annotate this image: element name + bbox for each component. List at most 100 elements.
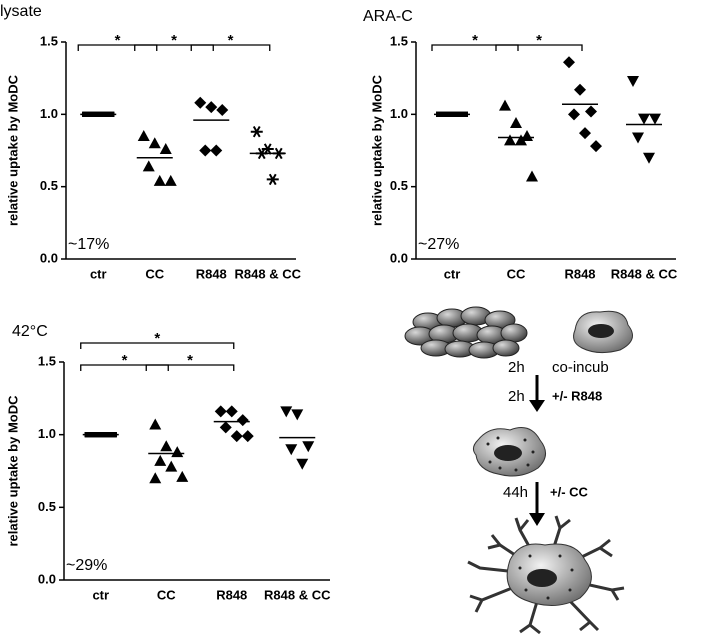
significance-label: * (171, 32, 177, 49)
x-tick-label: R848 & CC (611, 266, 678, 281)
data-point (194, 96, 207, 109)
significance-bracket (134, 44, 214, 51)
data-point (285, 444, 298, 456)
significance-label: * (472, 32, 478, 49)
data-point (568, 108, 580, 121)
x-tick-label: R848 & CC (264, 587, 331, 602)
y-tick-label: 0.0 (390, 250, 408, 265)
data-point (241, 430, 254, 443)
data-point (579, 127, 591, 140)
data-point (160, 440, 173, 452)
x-tick-label: CC (507, 266, 526, 281)
data-point (137, 130, 150, 142)
y-tick-label: 1.0 (390, 106, 408, 121)
significance-label: * (115, 32, 121, 49)
significance-label: * (122, 352, 128, 369)
significance-bracket (80, 364, 169, 371)
data-point (171, 446, 184, 458)
data-point (638, 113, 650, 125)
data-point (216, 103, 229, 116)
data-point (214, 405, 227, 418)
data-point (154, 454, 167, 466)
y-axis-label: relative uptake by MoDC (5, 395, 20, 547)
data-point (199, 144, 212, 157)
annotation: ~17% (68, 236, 109, 253)
data-point (643, 152, 655, 164)
x-tick-label: R848 (564, 266, 595, 281)
x-tick-label: R848 & CC (235, 266, 302, 281)
y-tick-label: 0.5 (390, 178, 408, 193)
significance-bracket (80, 342, 235, 349)
x-tick-label: ctr (90, 266, 107, 281)
y-tick-label: 1.0 (38, 426, 56, 441)
data-point (149, 418, 162, 430)
monocyte (573, 310, 633, 354)
data-point (499, 99, 511, 111)
x-tick-label: CC (145, 266, 164, 281)
data-point (176, 470, 189, 482)
significance-bracket (431, 44, 519, 51)
y-tick-label: 0.0 (40, 250, 58, 265)
annotation: ~29% (66, 557, 107, 574)
workflow-diagram: 2h co-incub 2h +/- R848 44h +/- CC (404, 306, 633, 635)
y-axis-label: relative uptake by MoDC (5, 74, 20, 226)
data-point (302, 441, 315, 453)
data-point (526, 170, 538, 182)
data-point (291, 409, 304, 421)
chart-title: lysate (0, 3, 42, 20)
tumor-cell-cluster (404, 306, 528, 359)
data-point (515, 134, 527, 146)
y-axis-label: relative uptake by MoDC (369, 74, 384, 226)
y-tick-label: 1.5 (40, 33, 58, 48)
significance-label: * (187, 352, 193, 369)
significance-bracket (495, 44, 583, 51)
x-tick-label: ctr (444, 266, 461, 281)
data-point (210, 144, 223, 157)
chart-title: 42°C (12, 323, 48, 340)
dendritic-cell (467, 515, 625, 635)
significance-label: * (228, 32, 234, 49)
y-tick-label: 0.0 (38, 571, 56, 586)
significance-bracket (190, 44, 271, 51)
data-point (504, 134, 516, 146)
data-point (590, 140, 602, 153)
step-time: 2h (508, 388, 525, 405)
data-point (510, 117, 522, 129)
step-label: +/- R848 (552, 388, 602, 403)
arrow-head (529, 513, 545, 526)
data-point (632, 132, 644, 144)
y-tick-label: 1.5 (38, 353, 56, 368)
step-label: +/- CC (550, 484, 589, 499)
x-tick-label: R848 (216, 587, 247, 602)
x-tick-label: ctr (92, 587, 109, 602)
significance-label: * (154, 330, 160, 347)
x-tick-label: CC (157, 587, 176, 602)
step-time: 44h (503, 484, 528, 501)
data-point (521, 130, 533, 142)
data-point (649, 113, 661, 125)
data-point (574, 83, 586, 96)
y-tick-label: 1.0 (40, 106, 58, 121)
data-point (280, 406, 293, 418)
data-point (236, 414, 249, 427)
data-point (627, 76, 639, 88)
loaded-cell (472, 427, 546, 477)
data-point (159, 143, 172, 155)
data-point (266, 173, 279, 186)
data-point (164, 174, 177, 186)
significance-bracket (145, 364, 235, 371)
data-point (205, 101, 218, 114)
significance-bracket (77, 44, 158, 51)
y-tick-label: 0.5 (40, 178, 58, 193)
data-point (250, 125, 263, 138)
data-point (148, 137, 161, 149)
data-point (219, 421, 232, 434)
step-label: co-incub (552, 359, 609, 376)
step-time: 2h (508, 359, 525, 376)
y-tick-label: 1.5 (390, 33, 408, 48)
data-point (296, 458, 309, 470)
significance-label: * (536, 32, 542, 49)
chart-title: ARA-C (363, 8, 413, 25)
data-point (153, 174, 166, 186)
